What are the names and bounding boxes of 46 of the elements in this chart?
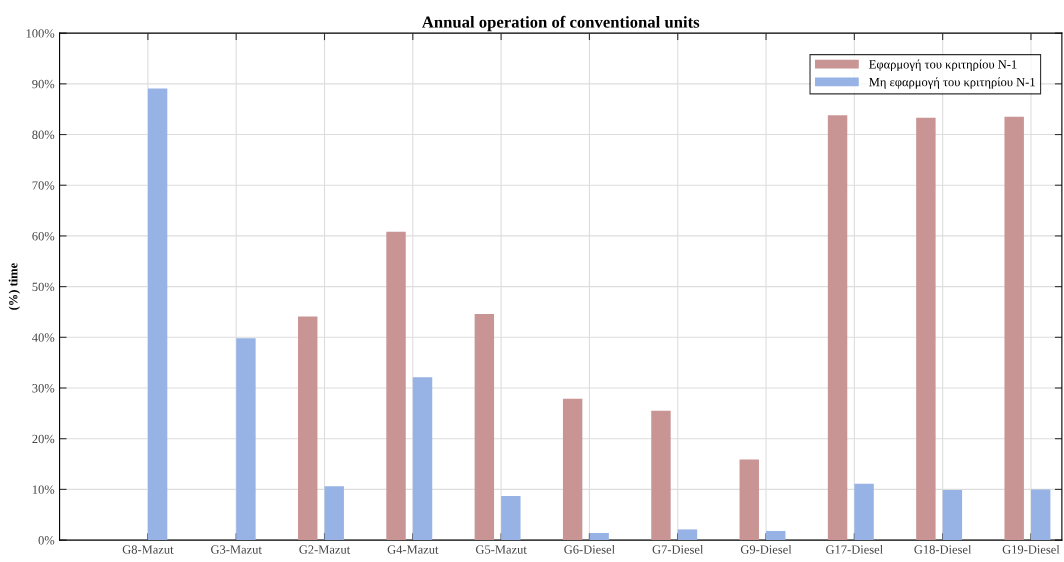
y-tick-label: 50%	[32, 282, 55, 292]
bar	[916, 117, 936, 541]
bar	[942, 489, 963, 541]
bar	[474, 313, 495, 541]
y-tick-label: 20%	[32, 434, 55, 444]
x-tick-label: G18-Diesel	[914, 544, 972, 554]
chart-title: Annual operation of conventional units	[421, 15, 700, 32]
legend-label: Εφαρμογή του κριτηρίου N-1	[869, 59, 1017, 72]
y-tick-label: 70%	[32, 181, 55, 190]
bar	[766, 530, 786, 541]
bar	[412, 377, 433, 541]
x-tick-label: G6-Diesel	[564, 544, 615, 554]
bar	[739, 459, 759, 541]
x-tick-label: G7-Diesel	[652, 544, 704, 554]
y-axis-title: (%) time	[8, 263, 21, 310]
y-tick-label: 30%	[32, 384, 55, 393]
x-tick-label: G4-Mazut	[387, 545, 439, 554]
bar	[298, 316, 318, 541]
bar	[236, 338, 256, 541]
legend-label: Μη εφαρμογή του κριτηρίου N-1	[869, 77, 1035, 89]
bar	[827, 115, 848, 541]
y-tick-label: 100%	[26, 29, 55, 38]
y-tick-label: 0%	[38, 536, 55, 545]
x-tick-label: G2-Mazut	[299, 545, 351, 554]
bar	[147, 88, 168, 541]
bar	[1030, 489, 1051, 541]
bar	[677, 529, 698, 541]
bar	[651, 410, 671, 541]
bar	[1004, 116, 1024, 541]
y-tick-label: 80%	[32, 130, 55, 140]
x-tick-label: G17-Diesel	[826, 544, 883, 554]
y-tick-label: 90%	[32, 79, 55, 89]
y-tick-label: 10%	[32, 485, 55, 494]
x-tick-label: G19-Diesel	[1002, 544, 1060, 554]
bar	[386, 231, 406, 541]
x-tick-label: G9-Diesel	[740, 544, 792, 554]
y-tick-label: 60%	[32, 231, 55, 241]
bar	[562, 398, 583, 541]
bar	[501, 495, 521, 541]
bar	[324, 486, 344, 541]
bar	[854, 483, 874, 541]
bar	[589, 532, 609, 541]
x-tick-label: G3-Mazut	[211, 545, 262, 554]
y-tick-label: 40%	[32, 333, 55, 342]
x-tick-label: G5-Mazut	[475, 545, 527, 554]
x-tick-label: G8-Mazut	[122, 545, 174, 554]
